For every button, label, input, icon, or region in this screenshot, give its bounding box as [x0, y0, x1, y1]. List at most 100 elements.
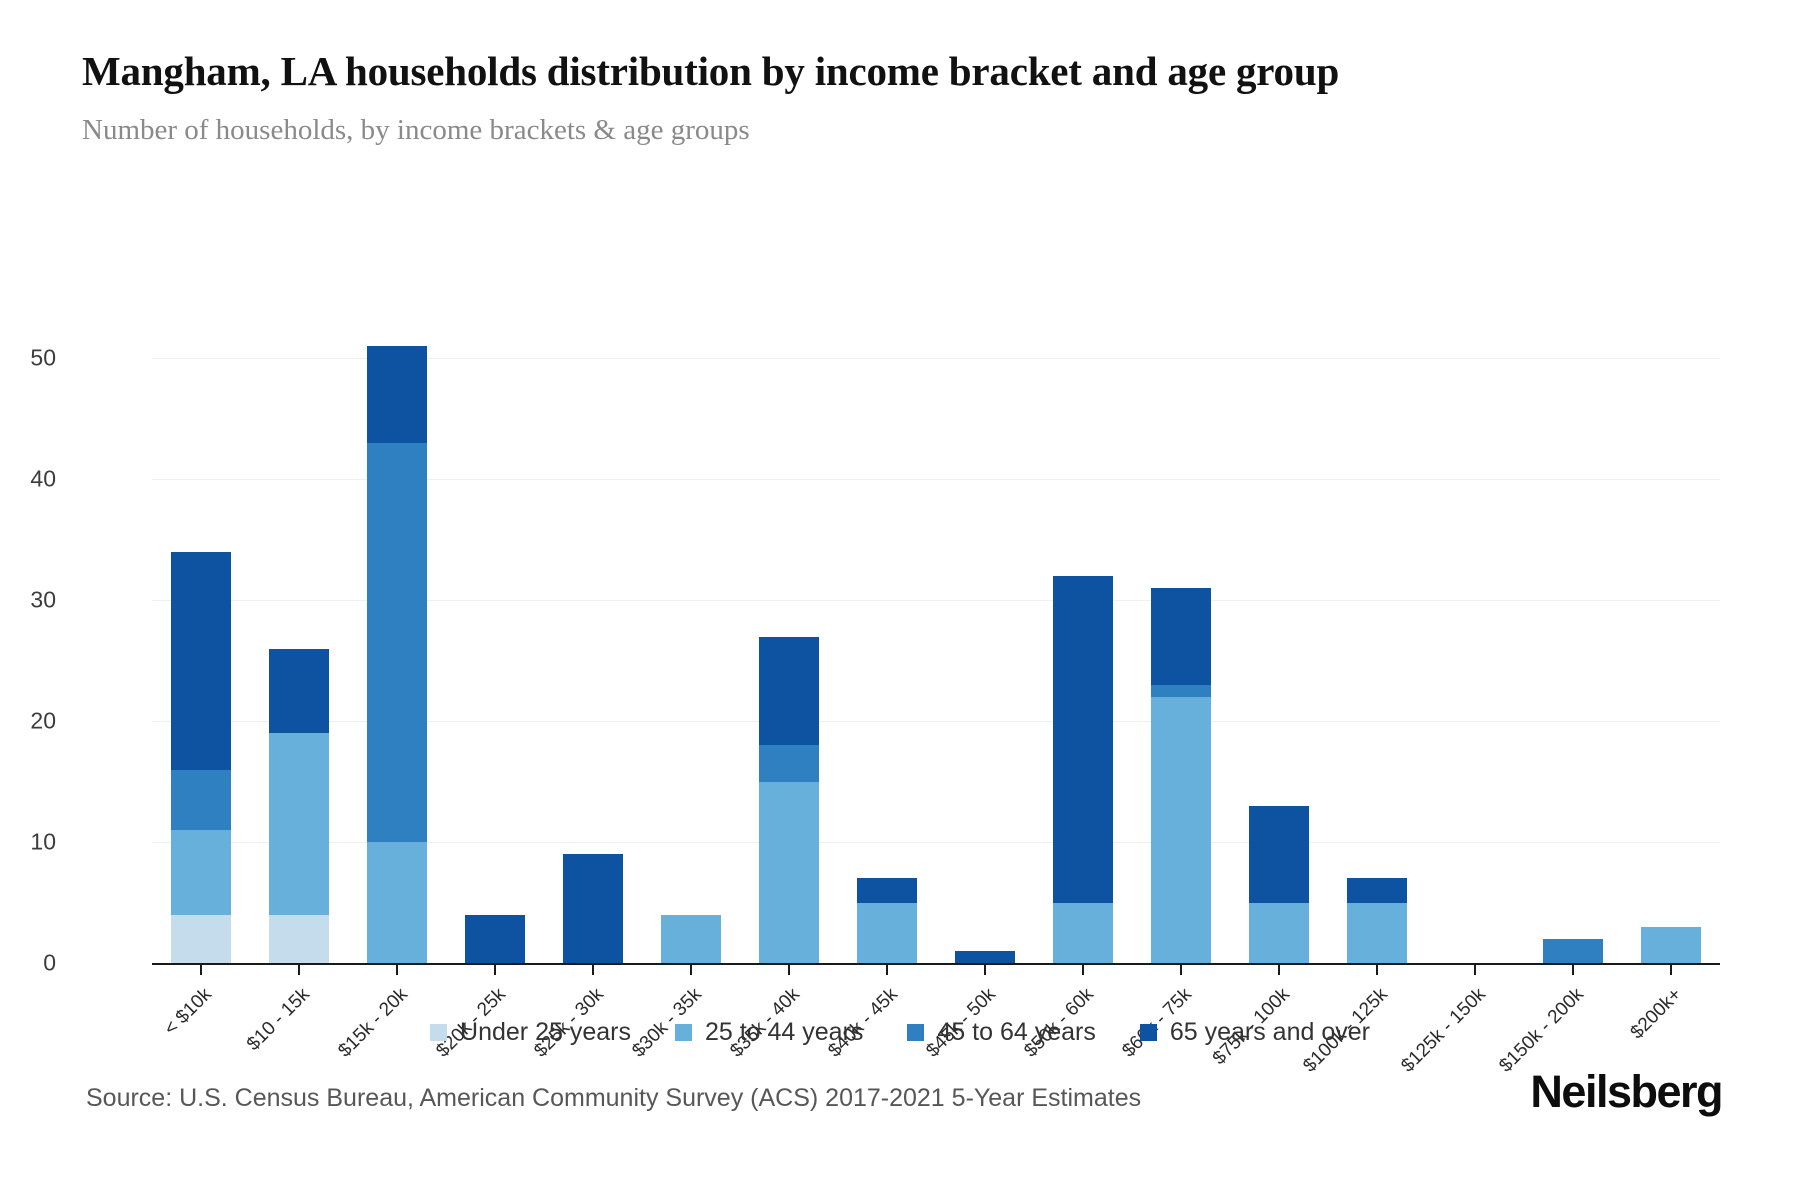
- x-axis-tick-marks: [152, 963, 1720, 977]
- bar-column[interactable]: [348, 310, 446, 963]
- bar-segment[interactable]: [170, 914, 232, 963]
- x-axis-tick-mark: [1082, 963, 1084, 975]
- bar-segment[interactable]: [758, 636, 820, 746]
- legend-label: 45 to 64 years: [937, 1018, 1096, 1046]
- bar-segment[interactable]: [1150, 684, 1212, 697]
- bar-column[interactable]: [1230, 310, 1328, 963]
- axis-baseline: [152, 963, 1720, 965]
- chart-legend: Under 25 years 25 to 44 years 45 to 64 yea…: [0, 1018, 1800, 1047]
- bar-column[interactable]: [936, 310, 1034, 963]
- legend-label: 65 years and over: [1169, 1018, 1370, 1046]
- bar-segment[interactable]: [1150, 588, 1212, 685]
- chart-footer: Source: U.S. Census Bureau, American Com…: [0, 1066, 1800, 1138]
- y-axis-tick-label: 20: [30, 707, 56, 734]
- bar-column[interactable]: [1132, 310, 1230, 963]
- x-axis-tick-mark: [1278, 963, 1280, 975]
- bar-stack[interactable]: [1052, 576, 1114, 963]
- bar-segment[interactable]: [1248, 902, 1310, 963]
- page-title: Mangham, LA households distribution by i…: [82, 48, 1340, 94]
- chart-subtitle: Number of households, by income brackets…: [82, 114, 750, 147]
- gridline: [152, 358, 1720, 360]
- bar-segment[interactable]: [1052, 576, 1114, 903]
- bar-segment[interactable]: [1052, 902, 1114, 963]
- y-axis-tick-label: 0: [43, 949, 56, 976]
- bar-column[interactable]: [544, 310, 642, 963]
- gridline: [152, 600, 1720, 602]
- legend-item[interactable]: 65 years and over: [1139, 1018, 1370, 1047]
- gridline: [152, 842, 1720, 844]
- legend-item[interactable]: Under 25 years: [430, 1018, 631, 1047]
- x-axis-tick-mark: [1376, 963, 1378, 975]
- bar-segment[interactable]: [366, 443, 428, 843]
- bar-segment[interactable]: [1542, 938, 1604, 963]
- bar-stack[interactable]: [856, 878, 918, 963]
- bar-column[interactable]: [1426, 310, 1524, 963]
- bar-segment[interactable]: [758, 781, 820, 963]
- bar-segment[interactable]: [170, 769, 232, 830]
- bar-column[interactable]: [1524, 310, 1622, 963]
- gridline: [152, 479, 1720, 481]
- x-axis-tick-mark: [690, 963, 692, 975]
- bar-segment[interactable]: [366, 346, 428, 444]
- bar-segment[interactable]: [856, 902, 918, 963]
- x-axis-tick: [152, 963, 250, 977]
- bar-column[interactable]: [1622, 310, 1720, 963]
- bar-column[interactable]: [152, 310, 250, 963]
- bar-segment[interactable]: [660, 914, 722, 963]
- bar-column[interactable]: [642, 310, 740, 963]
- brand-logo: Neilsberg: [1530, 1066, 1723, 1117]
- legend-item[interactable]: 45 to 64 years: [907, 1018, 1096, 1047]
- bar-stack[interactable]: [660, 914, 722, 963]
- bar-column[interactable]: [1034, 310, 1132, 963]
- y-axis-tick-label: 40: [30, 465, 56, 492]
- bar-column[interactable]: [838, 310, 936, 963]
- bar-segment[interactable]: [954, 950, 1016, 963]
- bar-stack[interactable]: [954, 950, 1016, 963]
- bar-segment[interactable]: [1150, 696, 1212, 963]
- bar-segment[interactable]: [268, 648, 330, 734]
- legend-swatch-icon: [674, 1024, 692, 1041]
- x-axis-tick: [446, 963, 544, 977]
- bar-stack[interactable]: [464, 914, 526, 963]
- x-axis-tick-mark: [298, 963, 300, 975]
- bar-stack[interactable]: [170, 551, 232, 963]
- bar-segment[interactable]: [268, 733, 330, 915]
- bar-segment[interactable]: [1248, 805, 1310, 903]
- x-axis-tick-mark: [1670, 963, 1672, 975]
- x-axis-tick: [1132, 963, 1230, 977]
- bar-segment[interactable]: [856, 878, 918, 903]
- bar-segment[interactable]: [464, 914, 526, 963]
- legend-item[interactable]: 25 to 44 years: [674, 1018, 863, 1047]
- x-axis-tick: [1426, 963, 1524, 977]
- bar-segment[interactable]: [1346, 878, 1408, 903]
- bar-stack[interactable]: [1640, 926, 1702, 963]
- chart-plot-area: 0 10 20 30 40 50 < $10k $10 - 15k $15k - 20k $20…: [0, 250, 1800, 1077]
- bar-stack[interactable]: [758, 636, 820, 963]
- x-axis-tick: [1622, 963, 1720, 977]
- legend-swatch-icon: [907, 1024, 925, 1041]
- x-axis-tick-mark: [200, 963, 202, 975]
- bar-stack[interactable]: [268, 648, 330, 963]
- bar-segment[interactable]: [268, 914, 330, 963]
- bar-segment[interactable]: [366, 842, 428, 963]
- bar-stack[interactable]: [366, 346, 428, 963]
- x-axis-tick-mark: [788, 963, 790, 975]
- bar-segment[interactable]: [170, 551, 232, 770]
- bar-column[interactable]: [1328, 310, 1426, 963]
- bar-segment[interactable]: [562, 854, 624, 963]
- bar-stack[interactable]: [562, 854, 624, 963]
- bar-column[interactable]: [740, 310, 838, 963]
- bar-column[interactable]: [250, 310, 348, 963]
- bar-segment[interactable]: [170, 830, 232, 915]
- bar-stack[interactable]: [1150, 588, 1212, 963]
- bar-segment[interactable]: [758, 745, 820, 782]
- legend-swatch-icon: [1139, 1024, 1157, 1041]
- x-axis-tick-mark: [984, 963, 986, 975]
- bar-segment[interactable]: [1346, 902, 1408, 963]
- bar-stack[interactable]: [1248, 805, 1310, 963]
- x-axis-tick: [1524, 963, 1622, 977]
- bar-segment[interactable]: [1640, 926, 1702, 963]
- bar-stack[interactable]: [1542, 938, 1604, 963]
- bar-column[interactable]: [446, 310, 544, 963]
- bar-stack[interactable]: [1346, 878, 1408, 963]
